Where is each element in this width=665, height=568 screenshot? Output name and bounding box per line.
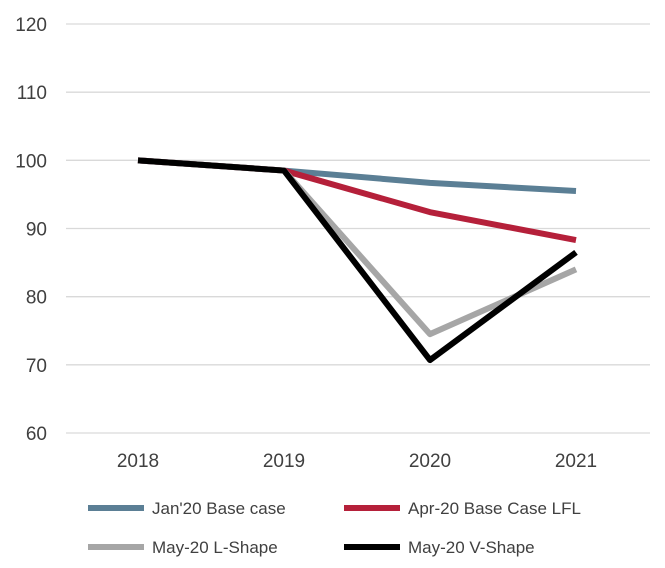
x-tick-label: 2021 bbox=[555, 451, 597, 472]
y-tick-label: 80 bbox=[26, 288, 47, 309]
legend-label-2: May-20 L-Shape bbox=[152, 538, 278, 557]
y-tick-label: 120 bbox=[15, 15, 47, 36]
y-tick-label: 100 bbox=[15, 151, 47, 172]
x-tick-label: 2019 bbox=[263, 451, 305, 472]
legend-label-1: Apr-20 Base Case LFL bbox=[408, 499, 581, 518]
x-tick-label: 2018 bbox=[117, 451, 159, 472]
legend: Jan'20 Base case Apr-20 Base Case LFL May-… bbox=[88, 499, 581, 557]
y-axis-ticks: 60 70 80 90 100 110 120 bbox=[15, 15, 47, 445]
legend-label-3: May-20 V-Shape bbox=[408, 538, 535, 557]
legend-label-0: Jan'20 Base case bbox=[152, 499, 286, 518]
gridlines bbox=[66, 23, 650, 434]
y-tick-label: 60 bbox=[26, 424, 47, 445]
y-tick-label: 70 bbox=[26, 356, 47, 377]
y-tick-label: 110 bbox=[17, 83, 47, 104]
x-tick-label: 2020 bbox=[409, 451, 451, 472]
series-line-3 bbox=[137, 157, 578, 364]
x-axis-ticks: 2018 2019 2020 2021 bbox=[117, 451, 597, 472]
y-tick-label: 90 bbox=[26, 220, 47, 241]
series-lines bbox=[137, 157, 578, 364]
